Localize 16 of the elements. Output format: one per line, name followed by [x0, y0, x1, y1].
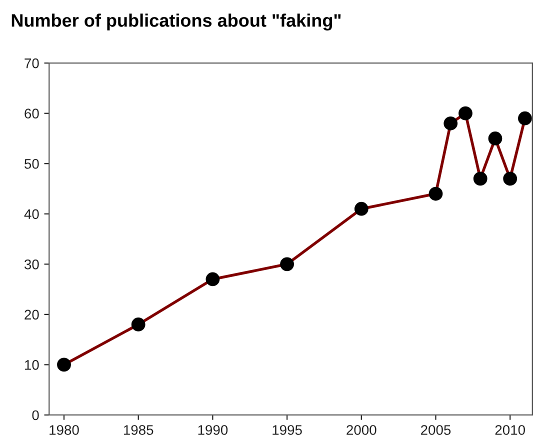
y-tick-label: 0	[32, 410, 39, 420]
y-tick-label: 60	[24, 108, 39, 119]
x-tick-label: 1990	[198, 425, 228, 435]
x-tick-label: 2000	[346, 425, 376, 435]
x-tick-label: 1980	[50, 425, 79, 435]
x-tick-label: 2010	[495, 425, 525, 435]
y-tick-label: 70	[24, 58, 39, 68]
x-tick-label: 2005	[420, 425, 451, 435]
y-tick-label: 10	[25, 360, 39, 370]
chart-title: Number of publications about "faking"	[12, 14, 341, 31]
y-tick-label: 40	[24, 209, 39, 220]
y-tick-label: 50	[24, 158, 39, 169]
y-tick-label: 30	[24, 259, 39, 270]
y-tick-label: 20	[24, 310, 39, 320]
x-tick-label: 1985	[124, 425, 154, 435]
x-tick-label: 1995	[272, 425, 302, 435]
